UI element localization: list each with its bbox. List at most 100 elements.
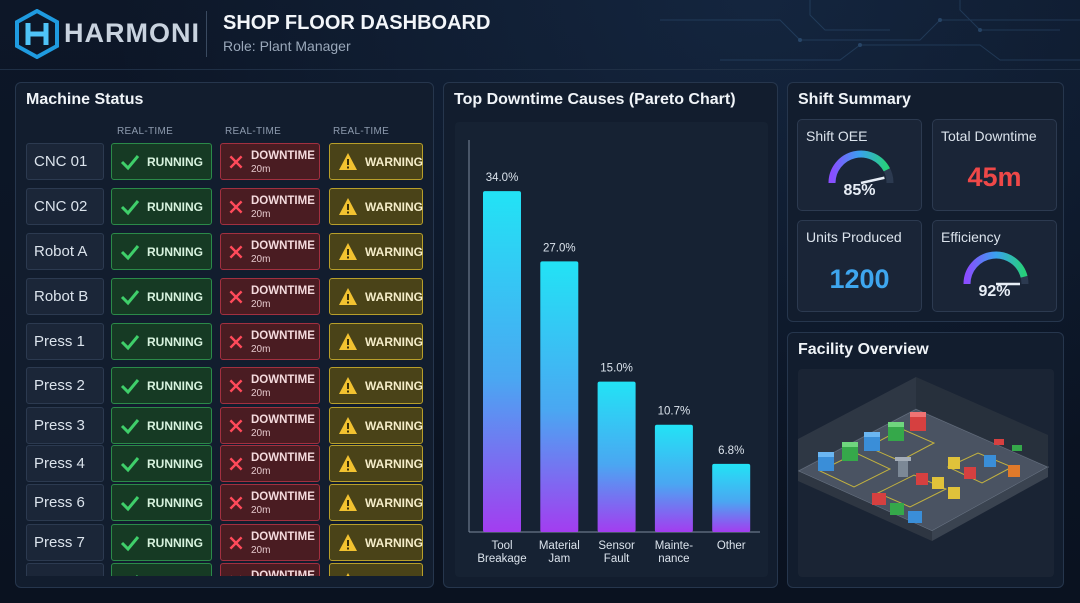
machine-row[interactable]: Robot A RUNNING DOWNTIME 20m WARNING	[26, 233, 426, 270]
downtime-duration: 20m	[251, 254, 271, 265]
status-running-badge[interactable]: RUNNING	[111, 367, 212, 404]
status-warning-badge[interactable]: WARNING	[329, 445, 423, 482]
header-divider	[206, 11, 207, 57]
downtime-duration: 20m	[251, 428, 271, 439]
machine-name: Robot B	[26, 278, 104, 315]
check-icon	[120, 419, 140, 435]
status-warning-badge[interactable]: WARNING	[329, 143, 423, 180]
machine-row[interactable]: Press 6 RUNNING DOWNTIME 20m WARNING	[26, 484, 426, 521]
status-running-badge[interactable]: RUNNING	[111, 233, 212, 270]
warning-label: WARNING	[365, 575, 423, 576]
machine-row[interactable]: Press 2 RUNNING DOWNTIME 20m WARNING	[26, 367, 426, 404]
warning-icon	[339, 455, 357, 472]
machine-row[interactable]: Press 1 RUNNING DOWNTIME 20m WARNING	[26, 323, 426, 360]
machine-row[interactable]: CNC 01 RUNNING DOWNTIME 20m WARNING	[26, 143, 426, 180]
facility-overview-panel: Facility Overview	[787, 332, 1064, 588]
running-label: RUNNING	[147, 245, 203, 259]
machine-row[interactable]: CNC 02 RUNNING DOWNTIME 20m WARNING	[26, 188, 426, 225]
status-running-badge[interactable]: RUNNING	[111, 278, 212, 315]
category-label: Other	[717, 540, 746, 552]
chart-bar[interactable]	[654, 424, 693, 532]
chart-bar[interactable]	[597, 381, 636, 532]
units-produced-value: 1200	[829, 264, 890, 294]
total-downtime-value: 45m	[967, 162, 1022, 192]
units-produced-card[interactable]: Units Produced 1200	[797, 220, 922, 312]
chart-bar[interactable]	[483, 191, 521, 532]
chart-title: Top Downtime Causes (Pareto Chart)	[454, 91, 736, 108]
machine-name: CNC 01	[26, 143, 104, 180]
warning-icon	[339, 417, 357, 434]
chart-bar[interactable]	[540, 261, 579, 532]
machine-row[interactable]: Press 7 RUNNING DOWNTIME 20m WARNING	[26, 524, 426, 561]
status-warning-badge[interactable]: WARNING	[329, 323, 423, 360]
status-warning-badge[interactable]: WARNING	[329, 484, 423, 521]
header: HARMONI SHOP FLOOR DASHBOARD Role: Plant…	[0, 0, 1080, 70]
facility-isometric-map[interactable]	[798, 369, 1054, 577]
close-icon	[229, 496, 243, 510]
warning-icon	[346, 573, 350, 576]
status-running-badge[interactable]: RUNNING	[111, 407, 212, 444]
status-warning-badge[interactable]: WARNING	[329, 278, 423, 315]
downtime-label: DOWNTIME	[251, 452, 315, 464]
machine-name: Press 6	[26, 484, 104, 521]
status-running-badge[interactable]: RUNNING	[111, 188, 212, 225]
category-label: Jam	[548, 553, 570, 565]
running-label: RUNNING	[147, 496, 203, 510]
shift-oee-card[interactable]: Shift OEE 85%	[797, 119, 922, 211]
machine-row[interactable]: Robot B RUNNING DOWNTIME 20m WARNING	[26, 278, 426, 315]
running-label: RUNNING	[147, 335, 203, 349]
status-running-badge[interactable]: RUNNING	[111, 445, 212, 482]
downtime-label: DOWNTIME	[251, 285, 315, 297]
efficiency-card[interactable]: Efficiency 92%	[932, 220, 1057, 312]
chart-bar[interactable]	[712, 463, 751, 532]
warning-label: WARNING	[365, 200, 423, 214]
machine-status-title: Machine Status	[26, 91, 144, 108]
status-warning-badge[interactable]: WARNING	[329, 407, 423, 444]
status-running-badge[interactable]: RUNNING	[111, 563, 212, 576]
downtime-duration: 20m	[251, 505, 271, 516]
machine-row[interactable]: Press 3 RUNNING DOWNTIME 20m WARNING	[26, 407, 426, 444]
category-label: nance	[658, 553, 689, 565]
efficiency-gauge-icon	[963, 251, 1029, 286]
downtime-duration: 20m	[251, 388, 271, 399]
check-icon	[120, 245, 140, 261]
warning-icon	[339, 243, 357, 260]
status-running-badge[interactable]: RUNNING	[111, 143, 212, 180]
data-label: 15.0%	[600, 363, 633, 375]
col-header-running: REAL-TIME	[117, 126, 174, 137]
downtime-label: DOWNTIME	[251, 491, 315, 503]
total-downtime-label: Total Downtime	[941, 128, 1037, 144]
status-downtime-badge[interactable]: DOWNTIME 20m	[220, 484, 320, 521]
total-downtime-card[interactable]: Total Downtime 45m	[932, 119, 1057, 211]
status-warning-badge[interactable]: WARNING	[329, 367, 423, 404]
status-warning-badge[interactable]: WARNING	[329, 188, 423, 225]
running-label: RUNNING	[147, 457, 203, 471]
check-icon	[120, 457, 140, 473]
units-produced-label: Units Produced	[806, 229, 902, 245]
data-label: 34.0%	[486, 172, 519, 184]
status-warning-badge[interactable]: WARNING	[329, 233, 423, 270]
status-running-badge[interactable]: RUNNING	[111, 524, 212, 561]
check-icon	[120, 155, 140, 171]
machine-row[interactable]: Press 4 RUNNING DOWNTIME 20m WARNING	[26, 445, 426, 482]
status-warning-badge[interactable]: WARNING	[329, 563, 423, 576]
warning-label: WARNING	[365, 457, 423, 471]
close-icon	[230, 575, 242, 576]
status-warning-badge[interactable]: WARNING	[329, 524, 423, 561]
shift-oee-label: Shift OEE	[806, 128, 868, 144]
status-running-badge[interactable]: RUNNING	[111, 484, 212, 521]
running-label: RUNNING	[147, 200, 203, 214]
efficiency-value: 92%	[978, 283, 1011, 300]
status-running-badge[interactable]: RUNNING	[111, 323, 212, 360]
